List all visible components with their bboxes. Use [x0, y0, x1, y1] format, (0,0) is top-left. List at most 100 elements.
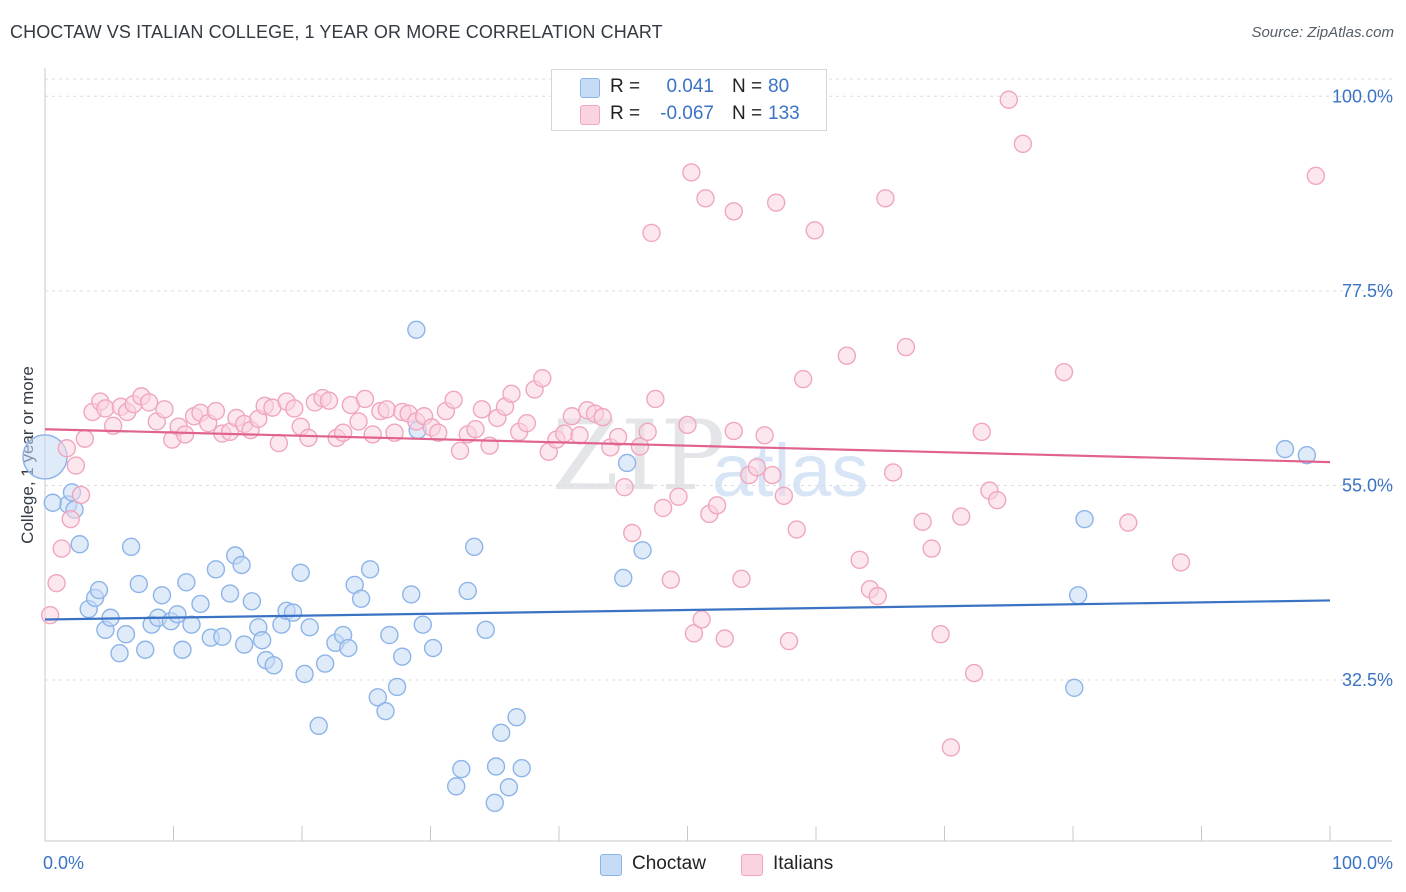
point-italians	[66, 456, 86, 475]
point-italians	[766, 193, 786, 212]
legend-label-italians: Italians	[773, 853, 834, 874]
legend-n-value: 133	[768, 103, 800, 124]
point-choctaw	[413, 615, 432, 634]
point-italians	[646, 389, 665, 409]
point-choctaw	[206, 560, 226, 579]
y-tick-label: 77.5%	[1342, 281, 1393, 301]
point-choctaw	[464, 537, 484, 557]
chart-title: CHOCTAW VS ITALIAN COLLEGE, 1 YEAR OR MO…	[10, 22, 663, 42]
point-italians	[355, 389, 375, 409]
point-choctaw	[116, 624, 136, 644]
point-italians	[363, 425, 382, 444]
point-choctaw	[136, 640, 155, 659]
point-italians	[922, 539, 941, 558]
point-choctaw	[129, 574, 149, 594]
point-italians	[630, 437, 650, 456]
point-italians	[1054, 362, 1074, 382]
point-choctaw	[70, 535, 89, 554]
point-choctaw	[1068, 586, 1088, 605]
point-choctaw	[499, 778, 519, 797]
legend-label-choctaw: Choctaw	[632, 853, 706, 874]
stats-legend: R = 0.041 N = 80 R = -0.067 N = 133	[551, 69, 827, 131]
y-tick-label: 55.0%	[1342, 475, 1393, 495]
tick-labels: 32.5% 55.0% 77.5% 100.0% 0.0% 100.0%	[43, 86, 1393, 873]
point-choctaw	[300, 618, 319, 637]
point-choctaw	[182, 615, 201, 634]
point-italians	[653, 498, 673, 518]
source-credit: Source: ZipAtlas.com	[1251, 24, 1394, 41]
point-italians	[896, 337, 916, 357]
point-choctaw	[491, 723, 511, 742]
legend-swatch-choctaw	[600, 854, 622, 876]
point-italians	[319, 391, 339, 410]
point-choctaw	[234, 635, 254, 654]
point-choctaw	[393, 647, 412, 666]
point-italians	[1119, 513, 1138, 532]
point-italians	[349, 412, 368, 431]
point-italians	[554, 424, 574, 443]
point-italians	[999, 90, 1018, 109]
point-italians	[385, 423, 404, 442]
point-italians	[793, 369, 813, 389]
gridlines	[45, 78, 1392, 681]
point-italians	[682, 163, 701, 182]
point-italians	[444, 390, 463, 410]
legend-n-label: N =	[732, 76, 763, 97]
point-italians	[1013, 134, 1033, 154]
point-italians	[913, 512, 932, 531]
point-choctaw	[407, 320, 426, 339]
point-italians	[805, 221, 824, 240]
point-italians	[763, 465, 782, 485]
point-italians	[75, 429, 95, 448]
point-choctaw	[458, 581, 477, 601]
point-italians	[850, 550, 869, 570]
point-choctaw	[485, 793, 504, 813]
point-choctaw	[387, 677, 407, 697]
point-choctaw	[220, 584, 240, 603]
point-italians	[952, 507, 971, 526]
point-choctaw	[264, 656, 283, 675]
point-choctaw	[232, 555, 251, 575]
point-italians	[724, 421, 743, 441]
point-choctaw	[507, 708, 526, 727]
point-choctaw	[89, 580, 109, 600]
point-choctaw	[252, 631, 272, 650]
x-tick-label: 100.0%	[1332, 853, 1393, 873]
point-italians	[175, 425, 195, 444]
point-italians	[678, 415, 697, 435]
point-choctaw	[1297, 445, 1317, 465]
point-choctaw	[213, 627, 232, 646]
legend-r-label: R =	[610, 76, 641, 97]
point-italians	[466, 420, 485, 439]
point-choctaw	[476, 620, 495, 640]
legend-swatch-italians	[741, 854, 763, 876]
point-italians	[608, 427, 628, 447]
point-italians	[779, 631, 799, 651]
point-choctaw	[452, 759, 471, 779]
point-choctaw	[242, 592, 262, 611]
point-italians	[299, 428, 318, 448]
point-italians	[562, 407, 582, 426]
series-legend: Choctaw Italians	[0, 852, 1406, 878]
point-choctaw	[43, 493, 62, 512]
point-italians	[661, 570, 680, 589]
point-choctaw	[339, 638, 358, 658]
point-italians	[883, 463, 903, 482]
point-italians	[987, 490, 1007, 510]
point-italians	[52, 539, 71, 558]
point-italians	[868, 586, 887, 606]
trend-lines	[44, 428, 1331, 621]
point-choctaw	[447, 777, 466, 796]
point-italians	[61, 509, 80, 529]
point-italians	[931, 624, 950, 644]
axes	[44, 68, 1392, 842]
point-italians	[623, 523, 642, 543]
point-italians	[1306, 166, 1326, 186]
point-italians	[502, 384, 521, 403]
point-choctaw	[486, 757, 506, 776]
point-choctaw	[1065, 678, 1084, 697]
point-italians	[533, 369, 552, 388]
legend-n-value: 80	[768, 76, 790, 97]
point-italians	[570, 426, 589, 445]
point-choctaw	[22, 434, 68, 480]
